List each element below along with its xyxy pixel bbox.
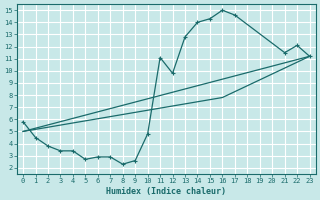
X-axis label: Humidex (Indice chaleur): Humidex (Indice chaleur) [106, 187, 226, 196]
